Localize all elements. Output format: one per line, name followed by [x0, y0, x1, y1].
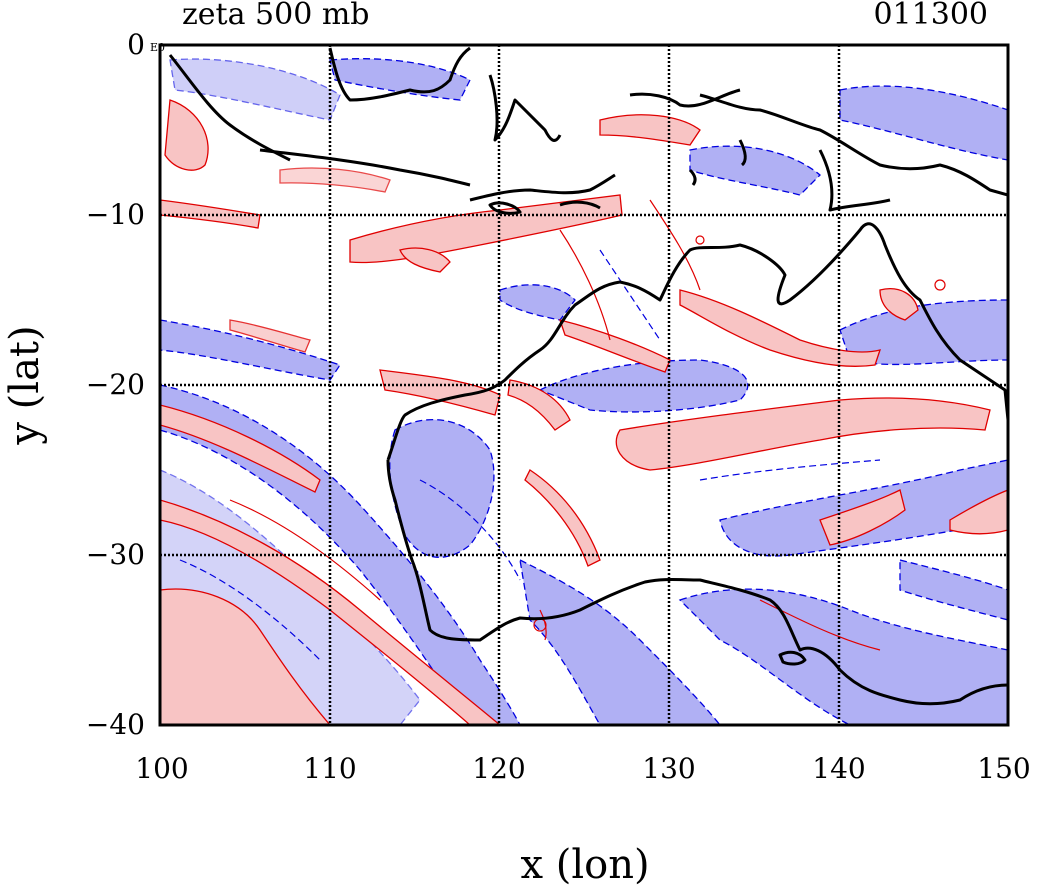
x-tick-label: 130: [642, 752, 695, 785]
x-tick-label: 110: [303, 752, 356, 785]
map-title: zeta 500 mb: [182, 0, 370, 32]
y-axis-label: y (lat): [2, 325, 48, 445]
date-label: 011300: [873, 0, 988, 32]
x-tick-label: 150: [977, 752, 1030, 785]
y-tick-labels: 0 −10 −20 −30 −40: [86, 28, 145, 741]
coastlines: [168, 46, 1008, 706]
y-tick-label: 0: [127, 28, 145, 61]
positive-vorticity-areas: [160, 99, 1008, 725]
y-tick-label: −30: [86, 538, 145, 571]
y-tick-label: −20: [86, 368, 145, 401]
x-axis-label: x (lon): [520, 842, 649, 885]
vorticity-field: [160, 45, 1008, 725]
y-tick-label: −10: [86, 198, 145, 231]
x-tick-label: 120: [472, 752, 525, 785]
x-tick-labels: 100 110 120 130 140 150: [135, 752, 1030, 785]
x-tick-label: 140: [812, 752, 865, 785]
exponent-label: E0: [150, 41, 165, 54]
contour-details: [179, 199, 946, 661]
y-tick-label: −40: [86, 708, 145, 741]
x-tick-label: 100: [135, 752, 188, 785]
plot-frame: [158, 43, 1010, 727]
grid-lines: [160, 45, 1008, 725]
